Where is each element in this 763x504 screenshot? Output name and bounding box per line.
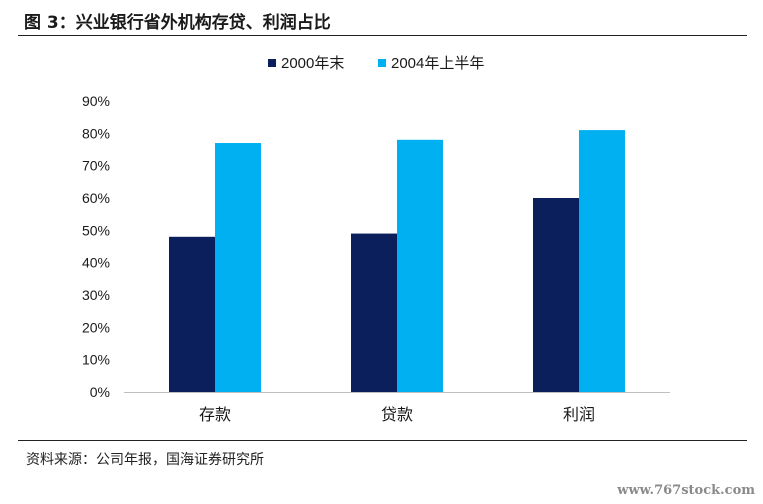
source-rule [18,440,747,441]
bar-0-1 [215,143,261,392]
legend-swatch-0 [268,59,276,67]
legend: 2000年末 2004年上半年 [268,55,484,72]
legend-label-1: 2004年上半年 [391,55,484,72]
bar-1-0 [351,233,397,392]
y-tick-label: 40% [82,255,110,271]
watermark: www.767stock.com [617,483,755,498]
y-tick-label: 70% [82,158,110,174]
source-note: 资料来源：公司年报，国海证券研究所 [26,452,264,468]
x-tick-label: 存款 [199,406,231,424]
y-tick-label: 60% [82,190,110,206]
bar-2-0 [533,198,579,392]
y-tick-label: 20% [82,319,110,335]
y-tick-label: 10% [82,352,110,368]
x-axis: 存款 贷款 利润 [124,392,670,424]
y-tick-label: 50% [82,222,110,238]
y-tick-label: 80% [82,125,110,141]
bar-2-1 [579,130,625,392]
legend-swatch-1 [378,59,386,67]
y-tick-label: 90% [82,93,110,109]
legend-label-0: 2000年末 [281,55,344,72]
title-rule [18,35,747,36]
x-tick-label: 利润 [563,406,595,424]
bars [169,130,625,392]
x-tick-label: 贷款 [381,406,413,424]
bar-chart: 2000年末 2004年上半年 0% 10% 20% 30% 40% 50% 60% 70% 80… [82,55,670,424]
bar-0-0 [169,236,215,392]
y-axis: 0% 10% 20% 30% 40% 50% 60% 70% 80% 90% [82,93,110,400]
figure-title: 图 3：兴业银行省外机构存贷、利润占比 [24,13,331,33]
bar-1-1 [397,139,443,392]
y-tick-label: 0% [90,384,110,400]
y-tick-label: 30% [82,287,110,303]
